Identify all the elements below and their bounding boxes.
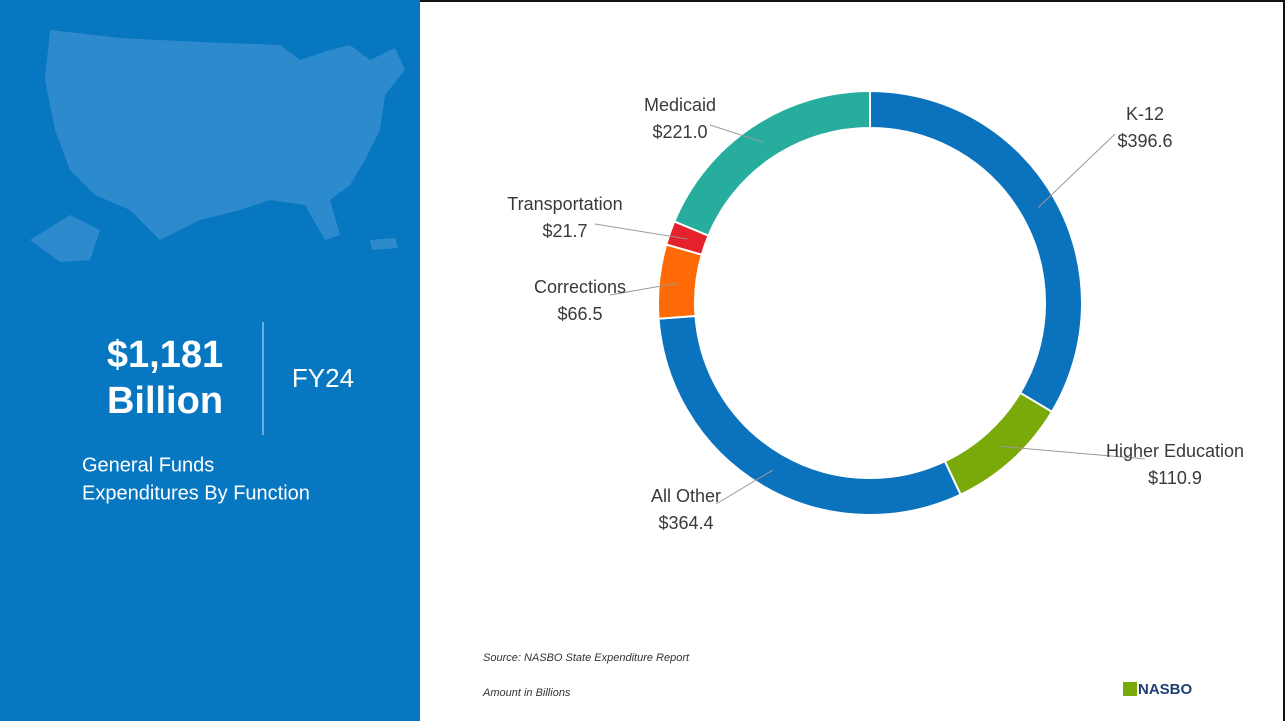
note: Amount in Billions [482,687,571,699]
subtitle-line: Expenditures By Function [82,482,310,504]
segment-label: Transportation [507,194,622,214]
segment-label: Corrections [534,277,626,297]
source: Source: NASBO State Expenditure Report [483,652,690,664]
leader-line [1037,133,1116,208]
segment-value: $396.6 [1117,131,1172,151]
us-map [45,30,405,240]
segment-label: K-12 [1126,104,1164,124]
segment-value: $364.4 [658,513,713,533]
total: $1,181 [107,334,223,376]
leader-line [594,223,688,240]
total-unit: Billion [107,380,223,422]
logo: NASBO [1138,681,1193,698]
fiscal-year: FY24 [292,363,354,393]
segment-value: $221.0 [652,122,707,142]
leader-line [709,124,763,143]
leader-line [715,469,773,505]
segment-label: All Other [651,486,721,506]
segment-value: $110.9 [1148,468,1202,488]
segment-value: $21.7 [542,221,587,241]
subtitle-line: General Funds [82,454,214,476]
segment-value: $66.5 [557,304,602,324]
alaska [30,215,100,262]
puerto-rico [370,238,398,250]
segment-label: Medicaid [644,95,716,115]
donut-segment [673,89,871,237]
logo-icon [1123,682,1137,696]
leader-line [609,282,678,296]
donut-segment [657,243,704,320]
segment-label: Higher Education [1106,441,1244,461]
leader-line [999,445,1146,460]
